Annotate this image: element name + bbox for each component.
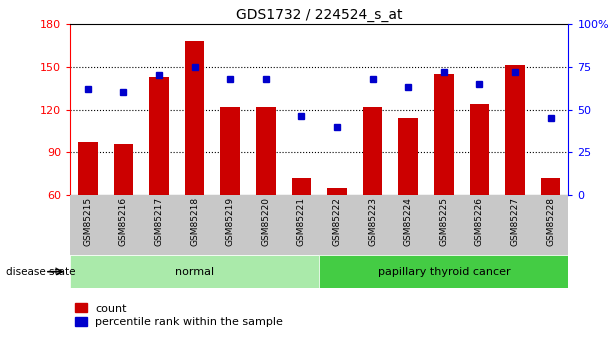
Text: disease state: disease state bbox=[6, 267, 75, 277]
Text: GSM85215: GSM85215 bbox=[83, 197, 92, 246]
Text: GSM85219: GSM85219 bbox=[226, 197, 235, 246]
Text: GSM85224: GSM85224 bbox=[404, 197, 413, 246]
Bar bbox=[469, 104, 489, 195]
Text: GSM85217: GSM85217 bbox=[154, 197, 164, 246]
Text: GSM85226: GSM85226 bbox=[475, 197, 484, 246]
Text: papillary thyroid cancer: papillary thyroid cancer bbox=[378, 267, 510, 277]
Text: GSM85221: GSM85221 bbox=[297, 197, 306, 246]
Bar bbox=[505, 66, 525, 195]
Bar bbox=[541, 178, 561, 195]
Text: normal: normal bbox=[175, 267, 214, 277]
Legend: count, percentile rank within the sample: count, percentile rank within the sample bbox=[75, 303, 283, 327]
Text: GSM85216: GSM85216 bbox=[119, 197, 128, 246]
Text: GSM85220: GSM85220 bbox=[261, 197, 271, 246]
Bar bbox=[434, 74, 454, 195]
Bar bbox=[327, 188, 347, 195]
Bar bbox=[292, 178, 311, 195]
Bar bbox=[220, 107, 240, 195]
Bar bbox=[398, 118, 418, 195]
Text: GSM85223: GSM85223 bbox=[368, 197, 377, 246]
Bar bbox=[185, 41, 204, 195]
Text: GSM85222: GSM85222 bbox=[333, 197, 342, 246]
Title: GDS1732 / 224524_s_at: GDS1732 / 224524_s_at bbox=[236, 8, 402, 22]
Bar bbox=[319, 255, 568, 288]
Bar bbox=[70, 255, 319, 288]
Bar bbox=[256, 107, 275, 195]
Bar bbox=[149, 77, 169, 195]
Bar bbox=[78, 142, 97, 195]
Text: GSM85228: GSM85228 bbox=[546, 197, 555, 246]
Bar bbox=[114, 144, 133, 195]
Text: GSM85218: GSM85218 bbox=[190, 197, 199, 246]
Bar bbox=[363, 107, 382, 195]
Text: GSM85225: GSM85225 bbox=[440, 197, 448, 246]
Text: GSM85227: GSM85227 bbox=[511, 197, 520, 246]
